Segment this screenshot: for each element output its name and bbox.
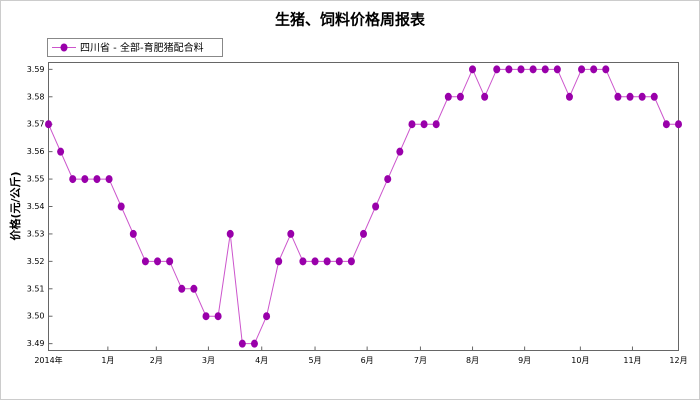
x-tick-label: 10月 bbox=[571, 356, 589, 365]
data-point bbox=[553, 65, 561, 74]
data-point bbox=[590, 65, 598, 74]
data-point bbox=[517, 65, 525, 74]
data-point bbox=[493, 65, 501, 74]
y-tick-label: 3.50 bbox=[27, 312, 45, 321]
data-point bbox=[675, 120, 682, 129]
data-point bbox=[456, 92, 464, 101]
y-tick-label: 3.51 bbox=[27, 284, 45, 293]
data-point bbox=[481, 92, 489, 101]
data-point bbox=[662, 120, 670, 129]
x-tick-label: 3月 bbox=[202, 356, 215, 365]
data-point bbox=[420, 120, 428, 129]
data-point bbox=[166, 257, 174, 266]
data-point bbox=[178, 284, 186, 293]
y-tick-label: 3.53 bbox=[27, 229, 45, 238]
data-point bbox=[360, 229, 367, 238]
data-point bbox=[638, 92, 646, 101]
data-point bbox=[372, 202, 380, 211]
data-point bbox=[81, 175, 89, 184]
x-tick-label: 6月 bbox=[361, 356, 374, 365]
data-point bbox=[529, 65, 537, 74]
data-point bbox=[129, 229, 137, 238]
data-point bbox=[154, 257, 162, 266]
data-point bbox=[263, 312, 271, 321]
x-tick-label: 8月 bbox=[466, 356, 479, 365]
y-axis-label: 价格(元/公斤) bbox=[8, 171, 22, 240]
y-tick-label: 3.57 bbox=[27, 120, 45, 129]
data-point bbox=[287, 229, 295, 238]
data-point bbox=[250, 339, 258, 348]
data-point bbox=[602, 65, 610, 74]
data-point bbox=[214, 312, 222, 321]
data-point bbox=[323, 257, 331, 266]
x-tick-label: 11月 bbox=[623, 356, 641, 365]
data-point bbox=[141, 257, 149, 266]
legend-marker bbox=[60, 43, 68, 52]
data-point bbox=[311, 257, 319, 266]
y-tick-label: 3.55 bbox=[27, 175, 45, 184]
data-point bbox=[93, 175, 101, 184]
data-point bbox=[202, 312, 210, 321]
data-point bbox=[408, 120, 416, 129]
data-point bbox=[57, 147, 65, 156]
data-point bbox=[190, 284, 198, 293]
x-tick-label: 9月 bbox=[518, 356, 531, 365]
data-point bbox=[347, 257, 355, 266]
data-point bbox=[384, 175, 392, 184]
data-point bbox=[505, 65, 513, 74]
data-point bbox=[565, 92, 573, 101]
x-tick-label: 5月 bbox=[308, 356, 321, 365]
x-tick-label: 1月 bbox=[101, 356, 114, 365]
chart-title: 生猪、饲料价格周报表 bbox=[275, 11, 426, 29]
y-tick-label: 3.49 bbox=[27, 339, 45, 348]
data-point bbox=[541, 65, 549, 74]
data-point bbox=[69, 175, 77, 184]
data-point bbox=[105, 175, 113, 184]
y-tick-label: 3.54 bbox=[27, 202, 45, 211]
y-tick-label: 3.56 bbox=[27, 147, 45, 156]
data-point bbox=[238, 339, 246, 348]
data-point bbox=[650, 92, 658, 101]
data-point bbox=[614, 92, 622, 101]
x-tick-label: 2014年 bbox=[34, 355, 62, 365]
data-point bbox=[117, 202, 125, 211]
data-point bbox=[396, 147, 404, 156]
x-tick-label: 2月 bbox=[150, 356, 163, 365]
data-point bbox=[335, 257, 343, 266]
x-tick-label: 12月 bbox=[669, 356, 687, 365]
data-point bbox=[275, 257, 283, 266]
x-tick-label: 4月 bbox=[255, 356, 268, 365]
data-point bbox=[226, 229, 234, 238]
data-point bbox=[299, 257, 307, 266]
data-point bbox=[444, 92, 452, 101]
y-tick-label: 3.58 bbox=[27, 92, 45, 101]
data-point bbox=[432, 120, 440, 129]
legend-box bbox=[47, 38, 223, 57]
x-tick-label: 7月 bbox=[414, 356, 427, 365]
data-point bbox=[45, 120, 52, 129]
legend-label: 四川省 - 全部-育肥猪配合料 bbox=[80, 41, 204, 54]
data-point bbox=[469, 65, 477, 74]
data-point bbox=[578, 65, 586, 74]
data-point bbox=[626, 92, 634, 101]
y-tick-label: 3.59 bbox=[27, 65, 45, 74]
y-tick-label: 3.52 bbox=[27, 257, 45, 266]
